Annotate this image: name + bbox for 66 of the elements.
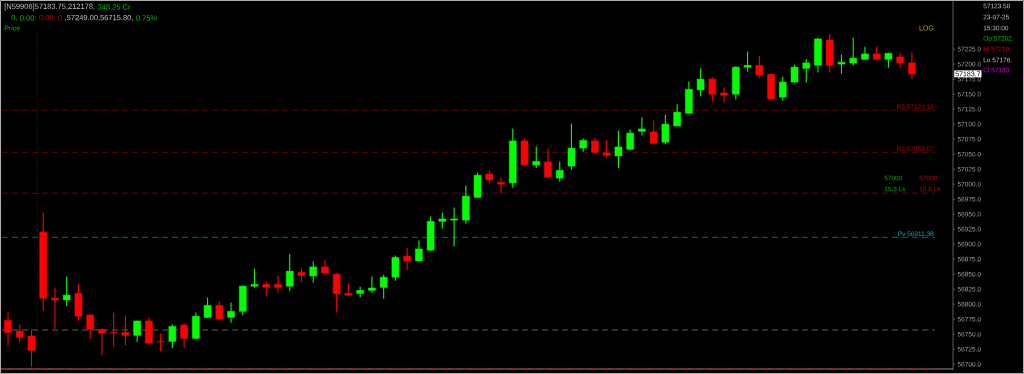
candlestick xyxy=(51,287,59,329)
candlestick xyxy=(262,281,271,296)
candlestick xyxy=(509,128,517,188)
candlestick xyxy=(297,268,306,282)
candlestick xyxy=(379,274,388,299)
candlestick xyxy=(579,138,587,152)
candlestick xyxy=(861,46,869,60)
candlestick xyxy=(497,177,505,194)
candlestick xyxy=(520,138,529,166)
candlestick xyxy=(332,273,341,313)
candlestick xyxy=(109,312,118,347)
candlestick xyxy=(86,314,94,339)
candlestick xyxy=(908,52,916,80)
candlestick xyxy=(837,54,846,74)
candlestick xyxy=(462,185,470,224)
candlestick xyxy=(661,114,670,144)
candlestick xyxy=(485,170,494,184)
candlestick xyxy=(39,212,48,311)
candlestick xyxy=(215,301,224,320)
candlestick xyxy=(356,286,364,298)
candlestick xyxy=(309,261,317,283)
candlestick xyxy=(649,120,658,144)
candlestick xyxy=(239,285,247,316)
candlestick xyxy=(696,68,705,97)
candlestick xyxy=(403,247,411,270)
candlestick xyxy=(391,255,400,281)
candlestick xyxy=(567,123,576,170)
candlestick xyxy=(825,34,834,73)
candlestick xyxy=(98,328,106,356)
candlestick xyxy=(532,146,541,168)
candlestick xyxy=(884,52,893,68)
candlestick xyxy=(15,324,24,343)
candlestick xyxy=(555,161,564,182)
candlestick xyxy=(872,46,881,60)
candlestick xyxy=(708,77,717,101)
candlestick xyxy=(755,55,764,78)
candlestick xyxy=(274,275,282,293)
candlestick xyxy=(638,117,646,136)
candlestick xyxy=(614,130,623,168)
candlestick xyxy=(74,283,83,321)
candlestick xyxy=(344,283,353,296)
candlestick xyxy=(426,216,435,251)
candlestick xyxy=(626,129,634,150)
candlestick xyxy=(450,207,458,247)
candlestick xyxy=(438,212,447,229)
candlestick xyxy=(779,76,787,101)
candlestick xyxy=(743,51,752,72)
candlestick xyxy=(849,37,857,66)
candlestick xyxy=(368,276,376,293)
candlestick xyxy=(285,253,294,291)
candlestick xyxy=(168,324,177,348)
candlestick xyxy=(27,329,36,367)
candlestick xyxy=(192,312,200,339)
candlestick xyxy=(203,297,212,318)
candlestick xyxy=(473,172,482,198)
candlestick xyxy=(802,59,811,83)
candlestick xyxy=(250,268,259,288)
candlestick xyxy=(720,87,728,103)
candlestick xyxy=(62,276,71,306)
candlestick xyxy=(321,259,329,275)
candlestick xyxy=(602,139,611,158)
candlestick xyxy=(156,333,165,351)
candlestick xyxy=(121,315,130,346)
candlestick xyxy=(896,52,904,68)
candlestick xyxy=(790,64,799,83)
candlestick xyxy=(732,66,740,100)
